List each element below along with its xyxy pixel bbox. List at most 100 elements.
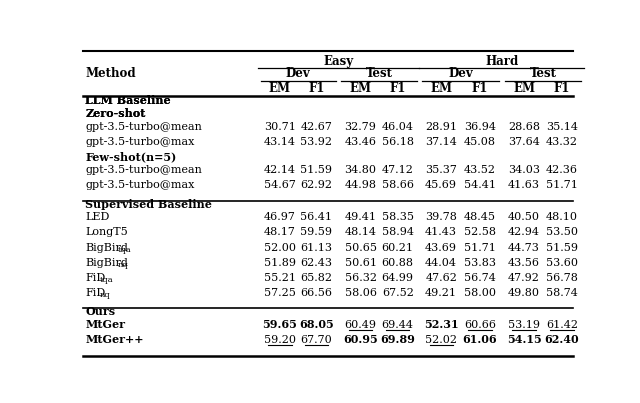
Text: Dev: Dev [448,67,473,80]
Text: Easy: Easy [324,55,354,68]
Text: gpt-3.5-turbo@max: gpt-3.5-turbo@max [85,137,195,147]
Text: 45.69: 45.69 [425,181,457,190]
Text: Zero-shot: Zero-shot [85,108,146,119]
Text: 53.60: 53.60 [546,258,578,268]
Text: 44.98: 44.98 [344,181,376,190]
Text: 67.52: 67.52 [382,288,413,297]
Text: EM: EM [430,82,452,95]
Text: FiD: FiD [85,288,106,297]
Text: 51.59: 51.59 [546,243,578,253]
Text: 51.59: 51.59 [300,165,332,175]
Text: 60.21: 60.21 [381,243,413,253]
Text: 53.19: 53.19 [508,320,540,330]
Text: 45.08: 45.08 [464,137,496,147]
Text: 53.83: 53.83 [464,258,496,268]
Text: MtGer++: MtGer++ [85,334,144,345]
Text: 62.92: 62.92 [300,181,332,190]
Text: nq: nq [99,291,110,299]
Text: 58.94: 58.94 [381,228,413,237]
Text: 52.58: 52.58 [464,228,496,237]
Text: 49.21: 49.21 [425,288,457,297]
Text: 41.63: 41.63 [508,181,540,190]
Text: 30.71: 30.71 [264,122,296,132]
Text: 52.02: 52.02 [425,334,457,345]
Text: 28.68: 28.68 [508,122,540,132]
Text: nq: nq [118,261,129,269]
Text: gpt-3.5-turbo@mean: gpt-3.5-turbo@mean [85,122,202,132]
Text: LED: LED [85,212,110,222]
Text: 53.50: 53.50 [546,228,578,237]
Text: Test: Test [529,67,557,80]
Text: 58.06: 58.06 [344,288,376,297]
Text: 60.95: 60.95 [343,334,378,345]
Text: 43.14: 43.14 [264,137,296,147]
Text: 35.37: 35.37 [425,165,457,175]
Text: 51.71: 51.71 [464,243,496,253]
Text: 46.04: 46.04 [381,122,413,132]
Text: 60.66: 60.66 [464,320,496,330]
Text: Method: Method [85,67,136,80]
Text: F1: F1 [308,82,324,95]
Text: BigBird: BigBird [85,258,128,268]
Text: EM: EM [513,82,535,95]
Text: F1: F1 [390,82,406,95]
Text: 37.14: 37.14 [425,137,457,147]
Text: 32.79: 32.79 [344,122,376,132]
Text: Test: Test [365,67,393,80]
Text: 49.80: 49.80 [508,288,540,297]
Text: EM: EM [349,82,372,95]
Text: Supervised Baseline: Supervised Baseline [85,199,212,210]
Text: 43.46: 43.46 [344,137,376,147]
Text: 69.44: 69.44 [381,320,413,330]
Text: 52.31: 52.31 [424,319,458,330]
Text: 43.56: 43.56 [508,258,540,268]
Text: 66.56: 66.56 [300,288,332,297]
Text: gpt-3.5-turbo@max: gpt-3.5-turbo@max [85,181,195,190]
Text: 42.36: 42.36 [546,165,578,175]
Text: 56.32: 56.32 [344,272,376,283]
Text: 48.17: 48.17 [264,228,296,237]
Text: 48.45: 48.45 [464,212,496,222]
Text: 51.89: 51.89 [264,258,296,268]
Text: 49.41: 49.41 [344,212,376,222]
Text: 28.91: 28.91 [425,122,457,132]
Text: MtGer: MtGer [85,319,125,330]
Text: 59.20: 59.20 [264,334,296,345]
Text: 62.43: 62.43 [300,258,332,268]
Text: 60.49: 60.49 [344,320,376,330]
Text: Zero-shot: Zero-shot [85,108,146,119]
Text: 54.67: 54.67 [264,181,296,190]
Text: 37.64: 37.64 [508,137,540,147]
Text: 42.14: 42.14 [264,165,296,175]
Text: 62.40: 62.40 [545,334,579,345]
Text: BigBird: BigBird [85,243,128,253]
Text: 50.65: 50.65 [344,243,376,253]
Text: Few-shot(n=5): Few-shot(n=5) [85,152,177,163]
Text: LLM Baseline: LLM Baseline [85,95,171,106]
Text: 43.52: 43.52 [464,165,496,175]
Text: FiD: FiD [85,272,106,283]
Text: 46.97: 46.97 [264,212,296,222]
Text: 56.18: 56.18 [381,137,413,147]
Text: LLM Baseline: LLM Baseline [85,95,171,106]
Text: 64.99: 64.99 [381,272,413,283]
Text: 35.14: 35.14 [546,122,578,132]
Text: 52.00: 52.00 [264,243,296,253]
Text: 44.04: 44.04 [425,258,457,268]
Text: 53.92: 53.92 [300,137,332,147]
Text: 58.35: 58.35 [381,212,413,222]
Text: 39.78: 39.78 [425,212,457,222]
Text: 69.89: 69.89 [380,334,415,345]
Text: 50.61: 50.61 [344,258,376,268]
Text: 55.21: 55.21 [264,272,296,283]
Text: tqa: tqa [118,246,132,254]
Text: 47.62: 47.62 [425,272,457,283]
Text: Hard: Hard [485,55,518,68]
Text: 47.12: 47.12 [382,165,413,175]
Text: 58.74: 58.74 [546,288,578,297]
Text: 68.05: 68.05 [299,319,333,330]
Text: 61.06: 61.06 [463,334,497,345]
Text: 42.67: 42.67 [300,122,332,132]
Text: F1: F1 [554,82,570,95]
Text: Dev: Dev [286,67,310,80]
